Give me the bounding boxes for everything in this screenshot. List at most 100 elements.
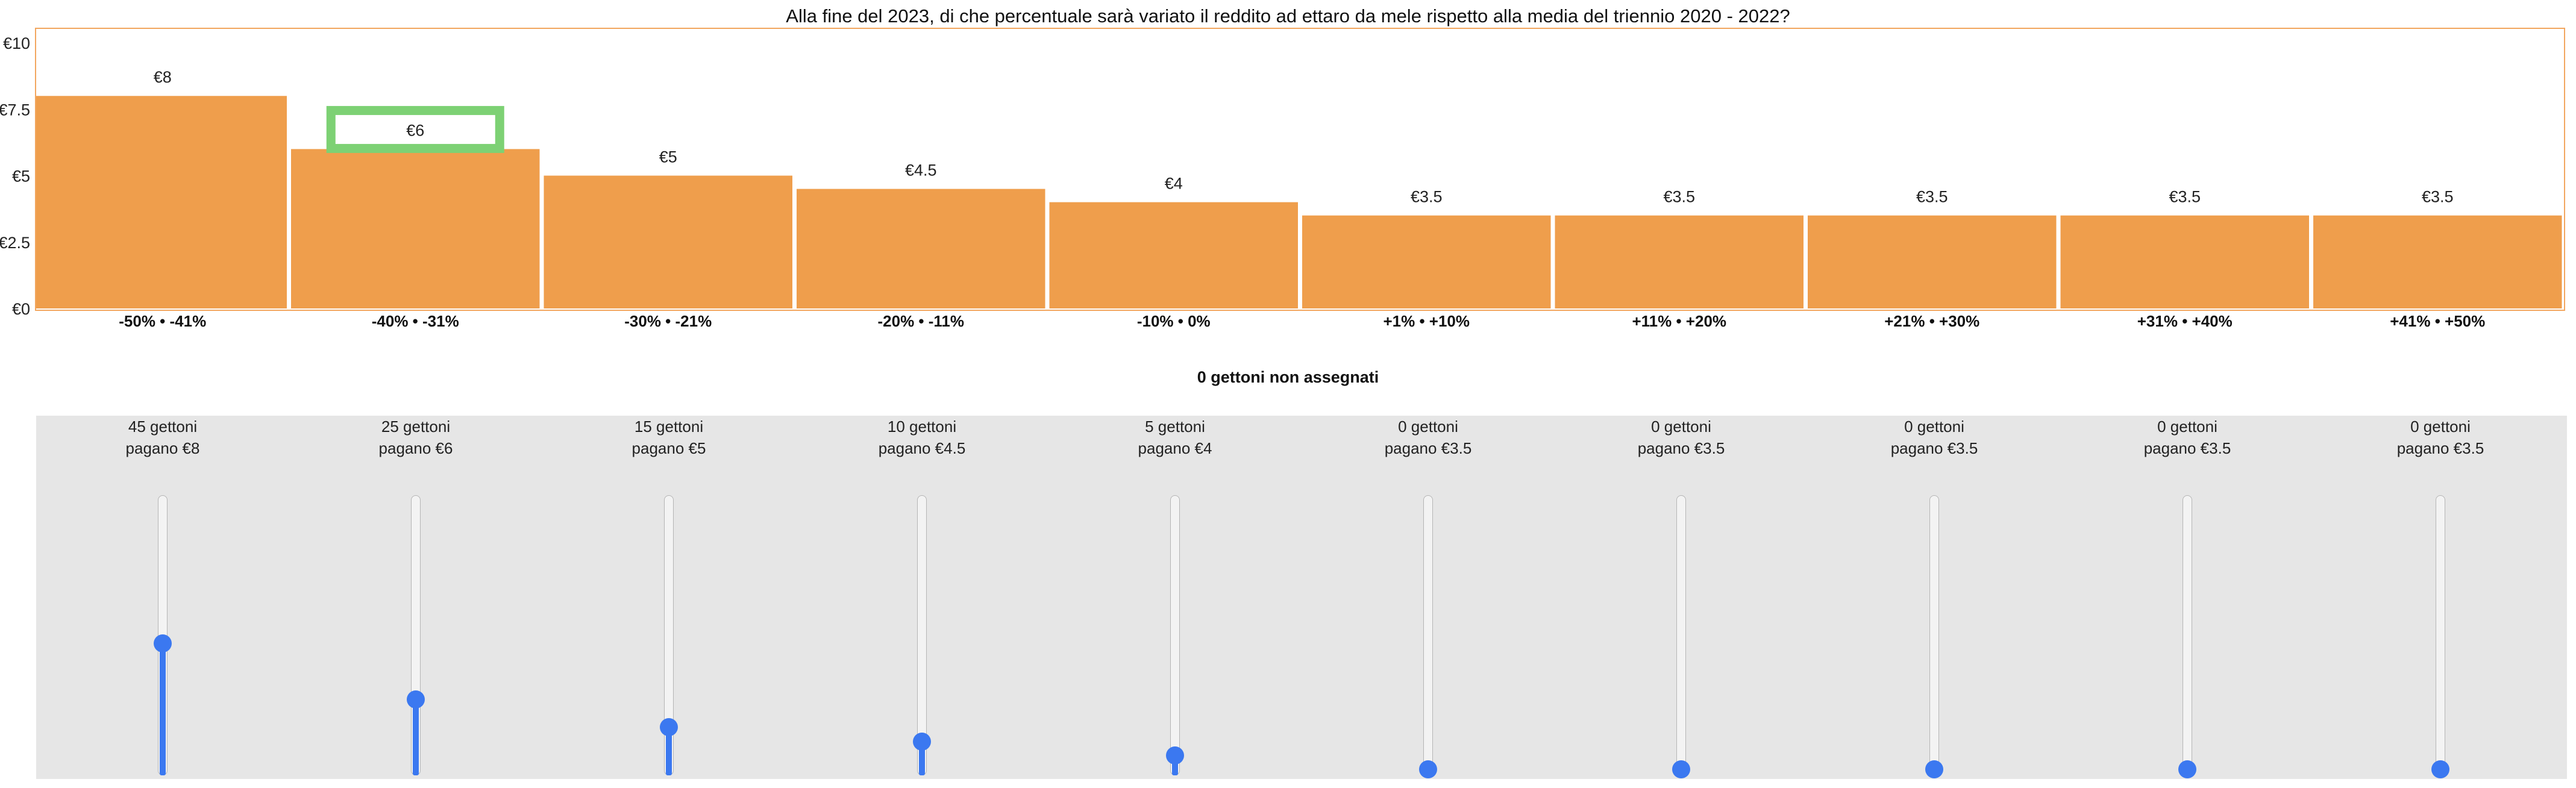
slider-track[interactable]: [1929, 495, 1939, 775]
slider-fill: [1172, 755, 1178, 775]
bar-value-label: €4.5: [905, 161, 937, 180]
token-slider-4: 10 gettoni pagano €4.5: [795, 416, 1048, 779]
x-axis-labels: -50% • -41% -40% • -31% -30% • -21% -20% • …: [119, 312, 2485, 330]
x-tick-label: +1% • +10%: [1383, 312, 1470, 330]
token-slider-2: 25 gettoni pagano €6: [289, 416, 542, 779]
slider-handle[interactable]: [660, 718, 678, 737]
bar-chart: €0 €2.5 €5 €7.5 €10 €8 €6 €5 €4.5 €4 €3.5 €3.5 €3.5…: [0, 28, 2565, 330]
bar: [1049, 202, 1298, 308]
token-slider-panel: 45 gettoni pagano €8 25 gettoni pagano €6 15…: [36, 416, 2567, 779]
y-tick-label: €5: [12, 167, 30, 186]
bar: [797, 189, 1045, 308]
slider-track[interactable]: [2183, 495, 2192, 775]
slider-fill: [666, 727, 672, 775]
token-count-text: 0 gettoni: [2410, 417, 2471, 436]
y-tick-label: €0: [12, 300, 30, 318]
slider-track[interactable]: [1170, 495, 1180, 775]
x-tick-label: +41% • +50%: [2390, 312, 2485, 330]
slider-handle[interactable]: [154, 634, 172, 652]
bar-value-label: €6: [406, 121, 424, 139]
bar: [544, 175, 792, 308]
payout-text: pagano €8: [125, 439, 200, 457]
question-title: Alla fine del 2023, di che percentuale s…: [786, 5, 1790, 27]
slider-label: 0 gettoni pagano €3.5: [2061, 416, 2314, 459]
slider-fill: [919, 741, 925, 775]
slider-label: 5 gettoni pagano €4: [1048, 416, 1302, 459]
token-slider-8: 0 gettoni pagano €3.5: [1808, 416, 2061, 779]
slider-handle[interactable]: [913, 732, 931, 751]
slider-handle[interactable]: [1166, 746, 1184, 765]
token-count-text: 5 gettoni: [1145, 417, 1205, 436]
payout-text: pagano €3.5: [2396, 439, 2484, 457]
bar-value-label: €8: [154, 68, 172, 86]
x-tick-label: -20% • -11%: [877, 312, 964, 330]
payout-text: pagano €3.5: [1890, 439, 1978, 457]
slider-label: 0 gettoni pagano €3.5: [1808, 416, 2061, 459]
x-tick-label: +21% • +30%: [1884, 312, 1979, 330]
slider-handle[interactable]: [2178, 760, 2196, 778]
payout-text: pagano €5: [631, 439, 706, 457]
value-labels: €8 €6 €5 €4.5 €4 €3.5 €3.5 €3.5 €3.5 €3.5: [154, 68, 2454, 205]
bar: [2313, 215, 2562, 308]
y-axis: €0 €2.5 €5 €7.5 €10: [0, 34, 30, 318]
token-count-text: 0 gettoni: [1904, 417, 1964, 436]
bar-value-label: €3.5: [1916, 188, 1948, 206]
slider-fill: [160, 643, 166, 775]
slider-handle[interactable]: [407, 690, 425, 708]
token-slider-6: 0 gettoni pagano €3.5: [1302, 416, 1555, 779]
payout-text: pagano €3.5: [2143, 439, 2231, 457]
highlight-box: [326, 105, 504, 153]
token-count-text: 0 gettoni: [2157, 417, 2217, 436]
bar: [36, 96, 287, 308]
slider-track[interactable]: [1423, 495, 1433, 775]
slider-label: 0 gettoni pagano €3.5: [1302, 416, 1555, 459]
bar-value-label: €4: [1165, 175, 1183, 193]
bar-value-label: €3.5: [2169, 188, 2201, 206]
payout-text: pagano €3.5: [1384, 439, 1472, 457]
token-count-text: 10 gettoni: [887, 417, 957, 436]
bar: [2060, 215, 2309, 308]
payout-text: pagano €4: [1138, 439, 1212, 457]
x-tick-label: -30% • -21%: [624, 312, 712, 330]
token-count-text: 0 gettoni: [1651, 417, 1711, 436]
slider-handle[interactable]: [1925, 760, 1943, 778]
slider-label: 25 gettoni pagano €6: [289, 416, 542, 459]
unassigned-tokens-label: 0 gettoni non assegnati: [1197, 368, 1379, 386]
slider-track[interactable]: [1676, 495, 1686, 775]
slider-handle[interactable]: [1672, 760, 1690, 778]
token-count-text: 25 gettoni: [381, 417, 451, 436]
x-tick-label: -10% • 0%: [1137, 312, 1211, 330]
bar: [291, 149, 540, 308]
bar-value-label: €3.5: [1663, 188, 1695, 206]
token-slider-1: 45 gettoni pagano €8: [36, 416, 289, 779]
x-tick-label: +31% • +40%: [2137, 312, 2233, 330]
token-count-text: 0 gettoni: [1398, 417, 1458, 436]
slider-label: 0 gettoni pagano €3.5: [1555, 416, 1808, 459]
bar: [1808, 215, 2057, 308]
bar: [1555, 215, 1804, 308]
y-tick-label: €7.5: [0, 101, 30, 119]
bar-value-label: €3.5: [1411, 188, 1443, 206]
token-slider-9: 0 gettoni pagano €3.5: [2061, 416, 2314, 779]
token-count-text: 45 gettoni: [128, 417, 198, 436]
x-tick-label: -50% • -41%: [119, 312, 206, 330]
slider-label: 45 gettoni pagano €8: [36, 416, 289, 459]
bar: [1302, 215, 1551, 308]
slider-track[interactable]: [2436, 495, 2445, 775]
payout-text: pagano €4.5: [878, 439, 966, 457]
slider-handle[interactable]: [1419, 760, 1437, 778]
slider-label: 10 gettoni pagano €4.5: [795, 416, 1048, 459]
payout-text: pagano €3.5: [1637, 439, 1725, 457]
x-tick-label: -40% • -31%: [372, 312, 459, 330]
bars: [36, 96, 2562, 308]
slider-label: 0 gettoni pagano €3.5: [2314, 416, 2567, 459]
payout-text: pagano €6: [378, 439, 453, 457]
token-slider-7: 0 gettoni pagano €3.5: [1555, 416, 1808, 779]
slider-label: 15 gettoni pagano €5: [542, 416, 795, 459]
token-slider-3: 15 gettoni pagano €5: [542, 416, 795, 779]
x-tick-label: +11% • +20%: [1632, 312, 1726, 330]
token-slider-10: 0 gettoni pagano €3.5: [2314, 416, 2567, 779]
bar-value-label: €5: [659, 148, 677, 166]
token-count-text: 15 gettoni: [634, 417, 704, 436]
slider-handle[interactable]: [2431, 760, 2449, 778]
